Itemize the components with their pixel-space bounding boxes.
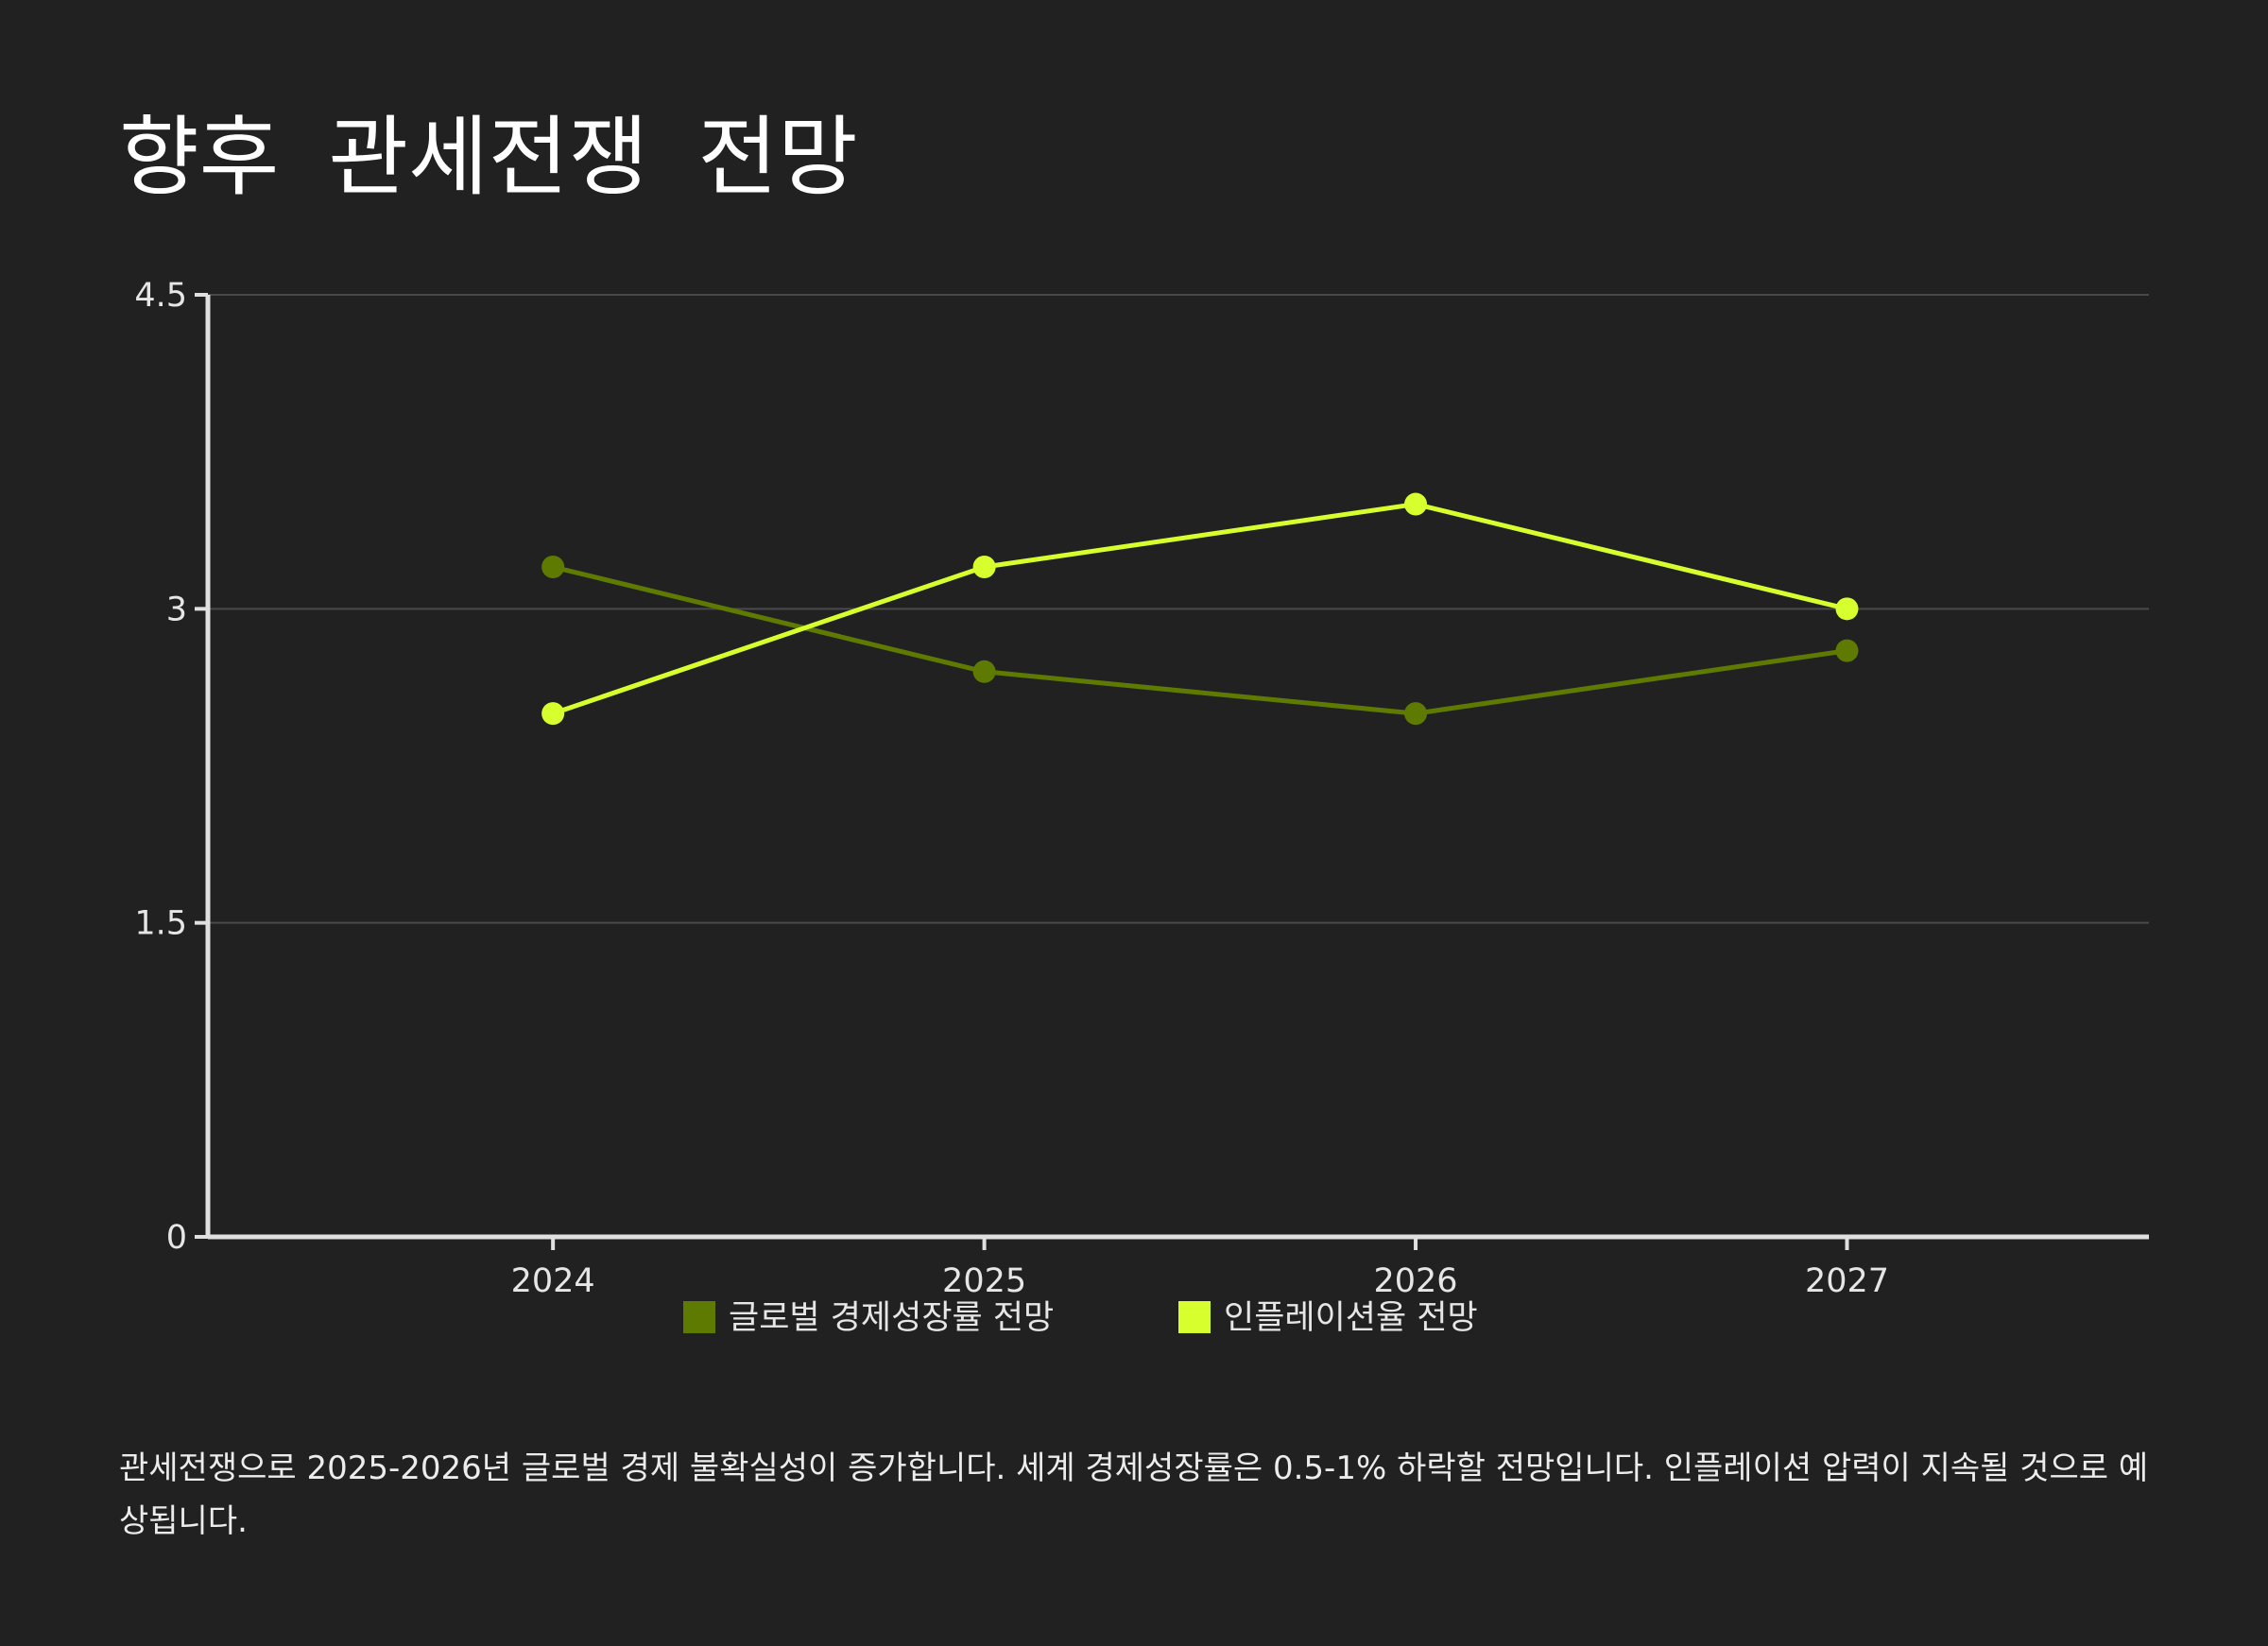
data-point	[1404, 492, 1428, 516]
data-point	[1404, 702, 1428, 726]
page-title: 향후 관세전쟁 전망	[119, 107, 858, 208]
legend-swatch-1	[683, 1301, 715, 1333]
data-point	[972, 660, 996, 683]
legend-label-2: 인플레이션율 전망	[1224, 1299, 1478, 1337]
grid-lines	[208, 294, 2149, 924]
data-point	[1835, 639, 1859, 662]
series-lines	[541, 492, 1859, 726]
y-tick-label: 1.5	[134, 905, 187, 943]
data-point	[541, 556, 565, 579]
y-tick-label: 0	[166, 1219, 187, 1257]
x-tick-label: 2025	[942, 1262, 1026, 1300]
data-point	[972, 556, 996, 579]
legend-swatch-2	[1178, 1301, 1211, 1333]
legend: 글로벌 경제성장률 전망 인플레이션율 전망	[683, 1299, 1478, 1337]
x-tick-label: 2026	[1374, 1262, 1458, 1300]
y-tick-label: 3	[166, 591, 187, 628]
series-line-2	[552, 502, 1848, 716]
chart-description: 관세전쟁으로 2025-2026년 글로벌 경제 불확실성이 증가합니다. 세계…	[119, 1449, 2149, 1540]
legend-label-1: 글로벌 경제성장률 전망	[729, 1299, 1054, 1337]
x-tick-label: 2027	[1805, 1262, 1889, 1300]
data-point	[541, 702, 565, 726]
data-point	[1835, 597, 1859, 621]
series-line-1	[552, 564, 1847, 716]
axes: 0 1.5 3 4.5 2024 2025 2026 2027	[134, 277, 2149, 1300]
y-tick-label: 4.5	[134, 277, 187, 315]
x-tick-label: 2024	[511, 1262, 595, 1300]
